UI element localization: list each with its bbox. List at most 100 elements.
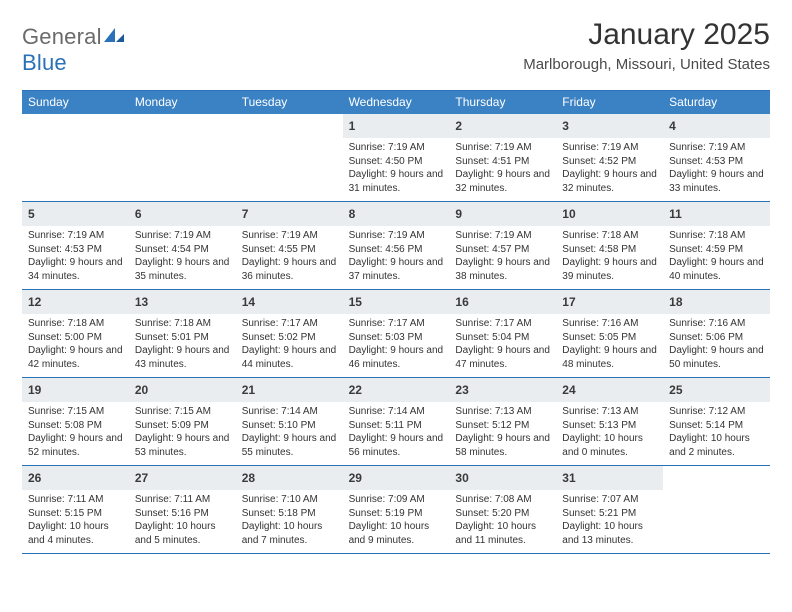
sunrise-text: Sunrise: 7:17 AM bbox=[349, 317, 444, 331]
day-number-bar: 22 bbox=[343, 378, 450, 402]
daylight-text: Daylight: 9 hours and 40 minutes. bbox=[669, 256, 764, 283]
daylight-text: Daylight: 9 hours and 39 minutes. bbox=[562, 256, 657, 283]
daylight-text: Daylight: 9 hours and 47 minutes. bbox=[455, 344, 550, 371]
daylight-text: Daylight: 10 hours and 2 minutes. bbox=[669, 432, 764, 459]
sunset-text: Sunset: 5:21 PM bbox=[562, 507, 657, 521]
week-row: 5Sunrise: 7:19 AMSunset: 4:53 PMDaylight… bbox=[22, 202, 770, 290]
day-number: 9 bbox=[455, 207, 462, 221]
daylight-text: Daylight: 9 hours and 31 minutes. bbox=[349, 168, 444, 195]
day-cell: 18Sunrise: 7:16 AMSunset: 5:06 PMDayligh… bbox=[663, 290, 770, 377]
day-number: 23 bbox=[455, 383, 468, 397]
sunset-text: Sunset: 5:05 PM bbox=[562, 331, 657, 345]
day-cell: 13Sunrise: 7:18 AMSunset: 5:01 PMDayligh… bbox=[129, 290, 236, 377]
day-cell: 2Sunrise: 7:19 AMSunset: 4:51 PMDaylight… bbox=[449, 114, 556, 201]
day-cell: 22Sunrise: 7:14 AMSunset: 5:11 PMDayligh… bbox=[343, 378, 450, 465]
weekday-header: Wednesday bbox=[343, 91, 450, 114]
day-cell: 23Sunrise: 7:13 AMSunset: 5:12 PMDayligh… bbox=[449, 378, 556, 465]
daylight-text: Daylight: 10 hours and 4 minutes. bbox=[28, 520, 123, 547]
daylight-text: Daylight: 9 hours and 32 minutes. bbox=[562, 168, 657, 195]
day-number-bar: 2 bbox=[449, 114, 556, 138]
sunrise-text: Sunrise: 7:18 AM bbox=[135, 317, 230, 331]
day-number-bar: 29 bbox=[343, 466, 450, 490]
day-cell bbox=[22, 114, 129, 201]
day-number: 16 bbox=[455, 295, 468, 309]
day-number-bar: 26 bbox=[22, 466, 129, 490]
daylight-text: Daylight: 9 hours and 38 minutes. bbox=[455, 256, 550, 283]
sunrise-text: Sunrise: 7:17 AM bbox=[455, 317, 550, 331]
brand-blue: Blue bbox=[22, 50, 67, 75]
day-number: 24 bbox=[562, 383, 575, 397]
day-number: 27 bbox=[135, 471, 148, 485]
day-number: 6 bbox=[135, 207, 142, 221]
day-cell: 1Sunrise: 7:19 AMSunset: 4:50 PMDaylight… bbox=[343, 114, 450, 201]
weekday-header-row: SundayMondayTuesdayWednesdayThursdayFrid… bbox=[22, 91, 770, 114]
day-cell: 7Sunrise: 7:19 AMSunset: 4:55 PMDaylight… bbox=[236, 202, 343, 289]
brand-text: GeneralBlue bbox=[22, 24, 126, 76]
day-number-bar: 19 bbox=[22, 378, 129, 402]
weekday-header: Monday bbox=[129, 91, 236, 114]
day-number-bar: 27 bbox=[129, 466, 236, 490]
sunset-text: Sunset: 5:11 PM bbox=[349, 419, 444, 433]
sunset-text: Sunset: 5:14 PM bbox=[669, 419, 764, 433]
week-row: 26Sunrise: 7:11 AMSunset: 5:15 PMDayligh… bbox=[22, 466, 770, 554]
sunset-text: Sunset: 5:18 PM bbox=[242, 507, 337, 521]
day-cell: 10 Sunrise: 7:18 AMSunset: 4:58 PMDayligh… bbox=[556, 202, 663, 289]
day-number-bar: 17 bbox=[556, 290, 663, 314]
weeks-grid: 1Sunrise: 7:19 AMSunset: 4:50 PMDaylight… bbox=[22, 114, 770, 554]
day-number: 31 bbox=[562, 471, 575, 485]
day-number-bar: 23 bbox=[449, 378, 556, 402]
brand-general: General bbox=[22, 24, 102, 49]
daylight-text: Daylight: 10 hours and 5 minutes. bbox=[135, 520, 230, 547]
sunset-text: Sunset: 4:53 PM bbox=[669, 155, 764, 169]
daylight-text: Daylight: 10 hours and 13 minutes. bbox=[562, 520, 657, 547]
week-row: 19Sunrise: 7:15 AMSunset: 5:08 PMDayligh… bbox=[22, 378, 770, 466]
sunrise-text: Sunrise: 7:19 AM bbox=[349, 229, 444, 243]
day-number-bar: 6 bbox=[129, 202, 236, 226]
day-number-bar: 25 bbox=[663, 378, 770, 402]
sunrise-text: Sunrise: 7:11 AM bbox=[135, 493, 230, 507]
day-cell: 5Sunrise: 7:19 AMSunset: 4:53 PMDaylight… bbox=[22, 202, 129, 289]
day-cell: 31 Sunrise: 7:07 AMSunset: 5:21 PMDayligh… bbox=[556, 466, 663, 553]
day-number-bar: 11 bbox=[663, 202, 770, 226]
sunrise-text: Sunrise: 7:18 AM bbox=[562, 229, 657, 243]
day-number-bar: 13 bbox=[129, 290, 236, 314]
sunset-text: Sunset: 5:13 PM bbox=[562, 419, 657, 433]
sunset-text: Sunset: 5:03 PM bbox=[349, 331, 444, 345]
day-number: 22 bbox=[349, 383, 362, 397]
sunrise-text: Sunrise: 7:07 AM bbox=[562, 493, 657, 507]
header: GeneralBlue January 2025 Marlborough, Mi… bbox=[22, 18, 770, 76]
day-number: 13 bbox=[135, 295, 148, 309]
day-number-bar: 28 bbox=[236, 466, 343, 490]
daylight-text: Daylight: 9 hours and 50 minutes. bbox=[669, 344, 764, 371]
day-cell: 19Sunrise: 7:15 AMSunset: 5:08 PMDayligh… bbox=[22, 378, 129, 465]
sunrise-text: Sunrise: 7:11 AM bbox=[28, 493, 123, 507]
day-number: 29 bbox=[349, 471, 362, 485]
day-number: 10 bbox=[562, 207, 575, 221]
sunrise-text: Sunrise: 7:19 AM bbox=[349, 141, 444, 155]
day-number-bar: 24 bbox=[556, 378, 663, 402]
day-number-bar: 20 bbox=[129, 378, 236, 402]
day-number: 3 bbox=[562, 119, 569, 133]
day-cell: 29Sunrise: 7:09 AMSunset: 5:19 PMDayligh… bbox=[343, 466, 450, 553]
sunset-text: Sunset: 4:59 PM bbox=[669, 243, 764, 257]
day-cell: 25Sunrise: 7:12 AMSunset: 5:14 PMDayligh… bbox=[663, 378, 770, 465]
day-cell: 21Sunrise: 7:14 AMSunset: 5:10 PMDayligh… bbox=[236, 378, 343, 465]
daylight-text: Daylight: 9 hours and 35 minutes. bbox=[135, 256, 230, 283]
daylight-text: Daylight: 9 hours and 42 minutes. bbox=[28, 344, 123, 371]
day-number: 4 bbox=[669, 119, 676, 133]
day-cell bbox=[236, 114, 343, 201]
sunset-text: Sunset: 5:19 PM bbox=[349, 507, 444, 521]
day-number-bar: 30 bbox=[449, 466, 556, 490]
day-number-bar: 31 bbox=[556, 466, 663, 490]
day-cell: 27Sunrise: 7:11 AMSunset: 5:16 PMDayligh… bbox=[129, 466, 236, 553]
day-number: 11 bbox=[669, 207, 682, 221]
daylight-text: Daylight: 10 hours and 11 minutes. bbox=[455, 520, 550, 547]
sunrise-text: Sunrise: 7:19 AM bbox=[242, 229, 337, 243]
title-block: January 2025 Marlborough, Missouri, Unit… bbox=[523, 18, 770, 73]
sunset-text: Sunset: 5:15 PM bbox=[28, 507, 123, 521]
sunset-text: Sunset: 4:58 PM bbox=[562, 243, 657, 257]
sunrise-text: Sunrise: 7:15 AM bbox=[135, 405, 230, 419]
daylight-text: Daylight: 9 hours and 36 minutes. bbox=[242, 256, 337, 283]
sunrise-text: Sunrise: 7:13 AM bbox=[455, 405, 550, 419]
sunrise-text: Sunrise: 7:15 AM bbox=[28, 405, 123, 419]
